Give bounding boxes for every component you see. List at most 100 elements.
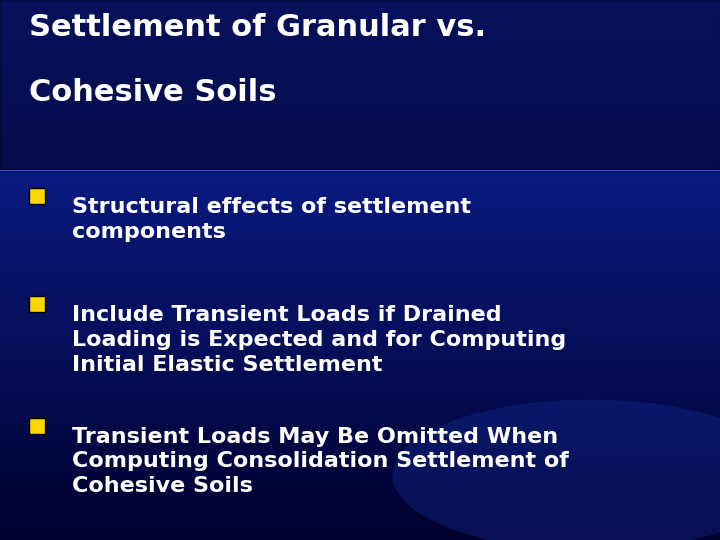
Bar [0,304,720,306]
Bar [0,76,720,77]
Bar [0,501,720,502]
Bar [0,250,720,252]
Bar [0,490,720,491]
Bar [0,248,720,250]
Bar [0,340,720,342]
Bar [0,292,720,293]
Bar [0,54,720,56]
Bar [0,261,720,263]
Bar [0,189,720,191]
Bar [0,174,720,177]
Bar [0,243,720,245]
Bar [0,518,720,520]
Bar [0,324,720,326]
Bar [0,366,720,367]
Bar [0,150,720,151]
Bar [0,4,720,5]
Bar [0,450,720,452]
Bar [0,196,720,198]
Bar [0,522,720,524]
Bar [0,252,720,254]
Bar [0,454,720,455]
Bar [0,275,720,277]
Bar [0,83,720,85]
Bar [0,498,720,501]
Bar [0,356,720,358]
Bar [0,481,720,482]
Bar [0,39,720,42]
Bar [0,432,720,434]
Bar [0,59,720,61]
Bar [0,103,720,104]
Bar [0,439,720,441]
Bar [0,383,720,385]
Bar [0,90,720,92]
Bar [0,236,720,238]
Bar [0,115,720,117]
Bar [0,205,720,207]
Bar [0,119,720,120]
Bar [0,241,720,243]
Bar [0,529,720,531]
Bar [0,320,720,322]
Bar [0,520,720,522]
Bar [0,317,720,319]
Bar [0,470,720,471]
Bar [0,123,720,124]
Bar [0,378,720,380]
Bar [0,228,720,231]
Bar [0,66,720,69]
Bar [0,61,720,63]
Bar [0,336,720,339]
Bar [0,32,720,34]
Bar [0,407,720,409]
Bar [0,441,720,443]
Bar [0,49,720,50]
Text: Cohesive Soils: Cohesive Soils [29,78,276,107]
Bar [0,511,720,513]
Bar [0,288,720,290]
Bar [0,528,720,529]
Bar [0,112,720,113]
Bar [0,50,720,52]
Bar [0,63,720,65]
Text: Include Transient Loads if Drained
Loading is Expected and for Computing
Initial: Include Transient Loads if Drained Loadi… [72,305,566,375]
Bar [0,309,720,312]
Bar [0,272,720,274]
Bar [0,293,720,295]
Bar [0,133,720,135]
Bar [0,448,720,450]
Bar [0,142,720,144]
Bar [0,524,720,525]
Bar [0,234,720,236]
Bar [0,245,720,247]
Bar [0,227,720,228]
Bar [0,151,720,153]
Bar [0,491,720,493]
Bar [0,86,720,88]
Bar [0,393,720,394]
Bar [0,517,720,518]
Bar [0,36,720,38]
Bar [0,412,720,414]
Bar [0,146,720,147]
Bar [0,88,720,90]
Bar [0,72,720,74]
Bar [0,295,720,297]
Bar [0,428,720,430]
Bar [0,475,720,477]
Bar [0,385,720,387]
Bar [0,535,720,536]
Bar [0,182,720,184]
Bar [0,166,720,167]
Bar [0,144,720,146]
Bar [0,128,720,130]
Ellipse shape [392,400,720,540]
Bar [0,396,720,398]
Bar [0,342,720,344]
Bar [0,463,720,464]
Bar [0,306,720,308]
Bar [0,187,720,189]
Bar [0,461,720,463]
Bar [0,177,720,178]
